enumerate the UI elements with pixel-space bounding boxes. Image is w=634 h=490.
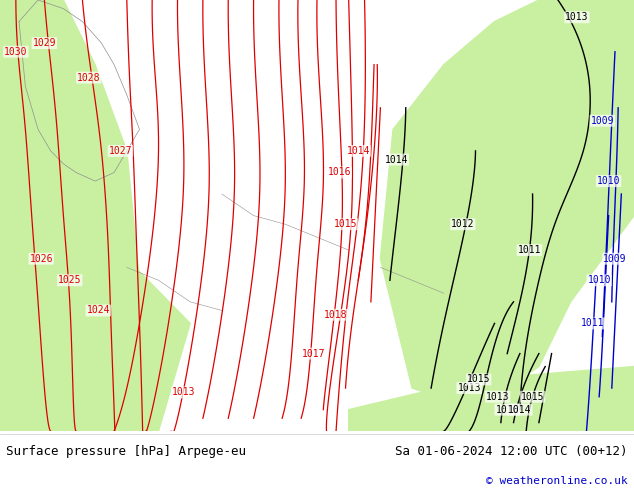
Text: 1017: 1017 (302, 348, 326, 359)
Text: 1014: 1014 (384, 154, 408, 165)
Text: Sa 01-06-2024 12:00 UTC (00+12): Sa 01-06-2024 12:00 UTC (00+12) (395, 445, 628, 458)
Text: 1014: 1014 (346, 146, 370, 156)
Text: 1024: 1024 (86, 305, 110, 316)
Text: 1015: 1015 (467, 374, 491, 385)
Text: 1010: 1010 (587, 275, 611, 285)
Text: 1027: 1027 (108, 146, 133, 156)
Text: 1029: 1029 (32, 38, 56, 48)
Text: 1010: 1010 (597, 176, 621, 186)
Polygon shape (0, 0, 139, 431)
Text: 1014: 1014 (508, 405, 532, 415)
Polygon shape (380, 0, 634, 410)
Text: 1015: 1015 (333, 219, 358, 229)
Text: Surface pressure [hPa] Arpege-eu: Surface pressure [hPa] Arpege-eu (6, 445, 247, 458)
Text: 1018: 1018 (324, 310, 348, 320)
Text: © weatheronline.co.uk: © weatheronline.co.uk (486, 476, 628, 486)
Text: 1009: 1009 (603, 254, 627, 264)
Text: 1016: 1016 (495, 405, 519, 415)
Text: 1030: 1030 (4, 47, 28, 57)
Text: 1013: 1013 (565, 12, 589, 22)
Text: 1013: 1013 (457, 383, 481, 393)
Text: 1011: 1011 (581, 318, 605, 328)
Polygon shape (0, 259, 190, 431)
Text: 1026: 1026 (29, 254, 53, 264)
Text: 1028: 1028 (77, 73, 101, 83)
Polygon shape (349, 367, 634, 431)
Text: 1015: 1015 (521, 392, 545, 402)
Text: 1016: 1016 (327, 168, 351, 177)
Text: 1009: 1009 (590, 116, 614, 126)
Text: 1013: 1013 (172, 388, 196, 397)
Text: 1013: 1013 (486, 392, 510, 402)
Text: 1012: 1012 (451, 219, 475, 229)
Text: 1011: 1011 (517, 245, 541, 255)
Text: 1025: 1025 (58, 275, 82, 285)
